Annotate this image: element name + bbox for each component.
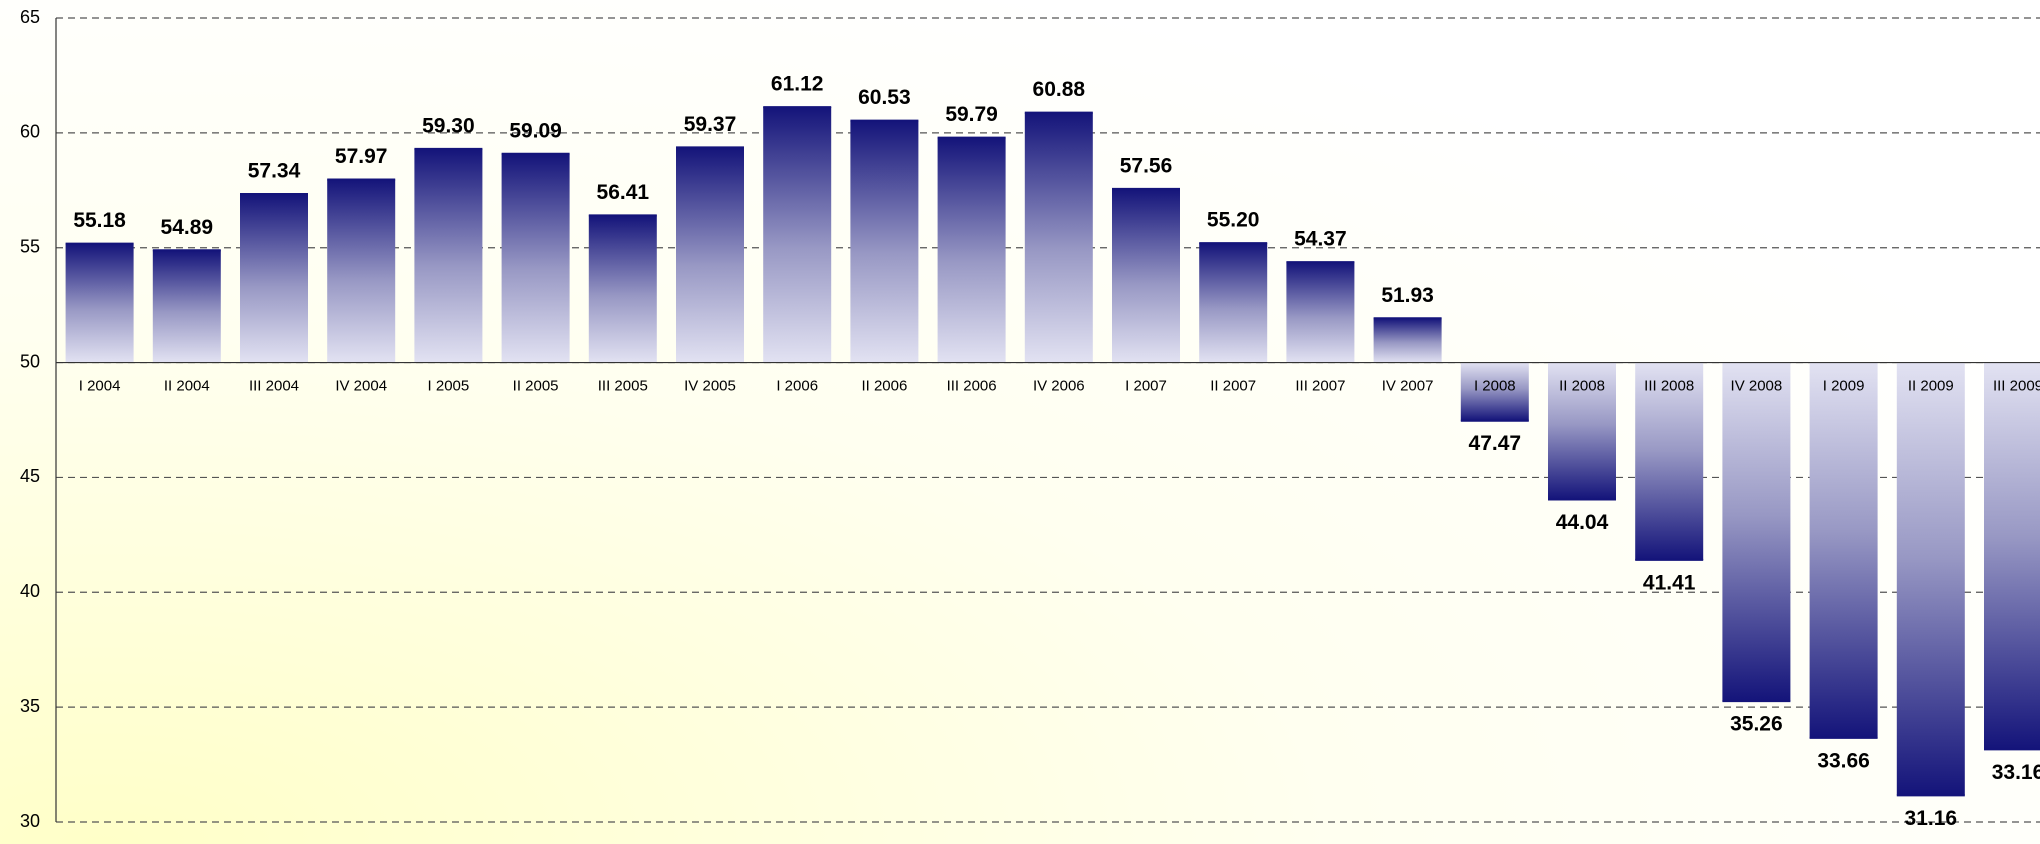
y-tick-label: 35 [20, 696, 40, 716]
bar [1548, 362, 1616, 500]
bar [1199, 243, 1268, 363]
value-label: 60.88 [1033, 78, 1086, 101]
bar [1984, 362, 2040, 750]
value-label: 57.34 [248, 160, 301, 183]
x-tick-label: III 2006 [947, 378, 997, 395]
bar [1635, 362, 1704, 560]
value-label: 41.41 [1643, 571, 1696, 594]
x-tick-label: III 2007 [1295, 378, 1345, 395]
bar [1024, 112, 1093, 363]
x-tick-label: I 2005 [428, 378, 470, 395]
bar [1460, 362, 1529, 421]
value-label: 44.04 [1556, 511, 1609, 534]
x-tick-label: IV 2008 [1731, 378, 1783, 395]
value-label: 35.26 [1730, 713, 1783, 736]
x-tick-label: II 2006 [861, 378, 907, 395]
x-tick-label: III 2004 [249, 378, 299, 395]
x-tick-label: IV 2006 [1033, 378, 1085, 395]
value-label: 51.93 [1381, 284, 1434, 307]
value-label: 33.66 [1817, 749, 1870, 772]
value-label: 55.20 [1207, 209, 1260, 232]
x-tick-label: I 2008 [1474, 378, 1516, 395]
y-tick-label: 30 [20, 811, 40, 831]
bar [1373, 318, 1442, 363]
x-tick-label: III 2005 [598, 378, 648, 395]
y-tick-label: 50 [20, 351, 40, 371]
y-tick-label: 65 [20, 7, 40, 27]
bar [850, 120, 919, 363]
value-label: 55.18 [73, 209, 126, 232]
y-tick-label: 40 [20, 581, 40, 601]
bar [414, 148, 483, 363]
x-tick-label: II 2007 [1210, 378, 1256, 395]
y-tick-label: 45 [20, 466, 40, 486]
x-tick-label: I 2007 [1125, 378, 1167, 395]
value-label: 56.41 [597, 181, 650, 204]
x-tick-label: III 2009 [1993, 378, 2040, 395]
bar [65, 243, 134, 363]
value-label: 54.37 [1294, 228, 1347, 251]
bar [588, 215, 657, 363]
x-tick-label: I 2009 [1823, 378, 1865, 395]
x-tick-label: IV 2005 [684, 378, 736, 395]
bar [152, 250, 221, 363]
value-label: 61.12 [771, 73, 824, 96]
value-label: 59.09 [509, 119, 562, 142]
bar [763, 107, 832, 363]
y-tick-label: 55 [20, 236, 40, 256]
value-label: 54.89 [161, 216, 214, 239]
x-tick-label: III 2008 [1644, 378, 1694, 395]
value-label: 57.56 [1120, 154, 1173, 177]
value-label: 59.30 [422, 114, 475, 137]
bar [1286, 262, 1355, 363]
x-tick-label: II 2008 [1559, 378, 1605, 395]
value-label: 59.79 [945, 103, 998, 126]
value-label: 33.16 [1992, 761, 2040, 784]
x-tick-label: I 2004 [79, 378, 121, 395]
value-label: 57.97 [335, 145, 388, 168]
x-tick-label: II 2005 [513, 378, 559, 395]
value-label: 59.37 [684, 113, 737, 136]
x-tick-label: II 2009 [1908, 378, 1954, 395]
x-tick-label: I 2006 [776, 378, 818, 395]
bar [327, 179, 396, 363]
y-tick-label: 60 [20, 122, 40, 142]
bar [937, 137, 1006, 363]
bar [676, 147, 744, 363]
value-label: 60.53 [858, 86, 911, 109]
bar [1809, 362, 1878, 738]
bar [240, 193, 308, 363]
bar [1112, 188, 1180, 363]
value-label: 47.47 [1469, 432, 1522, 455]
x-tick-label: II 2004 [164, 378, 210, 395]
x-tick-label: IV 2004 [335, 378, 387, 395]
bar [1722, 362, 1791, 702]
x-tick-label: IV 2007 [1382, 378, 1434, 395]
bar [1896, 362, 1965, 796]
value-label: 31.16 [1905, 807, 1958, 830]
bar [501, 153, 570, 363]
